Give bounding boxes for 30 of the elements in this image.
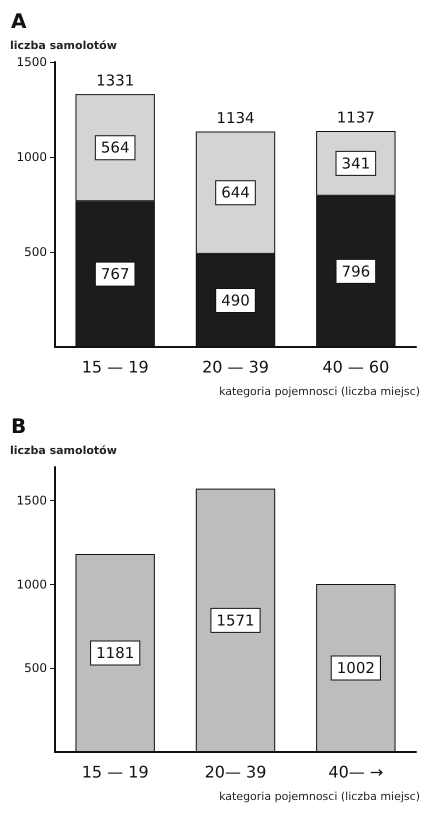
total-label: 1134 <box>216 109 255 128</box>
data-label: 767 <box>100 265 130 284</box>
y-tick-label: 1000 <box>16 577 47 592</box>
x-tick-label: 40— → <box>328 762 384 782</box>
x-tick-label: 20 — 39 <box>202 358 269 376</box>
x-tick-label: 20— 39 <box>204 762 266 782</box>
data-label: 1002 <box>336 659 375 678</box>
chart-title: A <box>11 9 27 33</box>
total-label: 1137 <box>336 108 375 126</box>
y-tick-label: 500 <box>24 661 47 676</box>
y-tick-label: 1000 <box>16 150 47 164</box>
y-tick-label: 1500 <box>16 494 47 508</box>
x-tick-label: 15 — 19 <box>82 762 149 782</box>
data-label: 490 <box>221 291 250 310</box>
data-label: 1181 <box>96 644 134 662</box>
total-label: 1331 <box>96 72 134 90</box>
y-axis-title: liczba samolotów <box>10 39 117 52</box>
x-axis-title: kategoria pojemnosci (liczba miejsc) <box>219 385 420 398</box>
data-label: 1571 <box>216 611 255 630</box>
y-axis-title: liczba samolotów <box>10 444 117 457</box>
chart-title: B <box>11 414 26 438</box>
x-tick-label: 15 — 19 <box>82 358 149 376</box>
data-label: 796 <box>342 262 370 280</box>
data-label: 564 <box>100 138 130 157</box>
data-label: 341 <box>342 154 370 172</box>
x-tick-label: 40 — 60 <box>322 358 390 376</box>
y-tick-label: 500 <box>24 245 47 259</box>
data-label: 644 <box>221 184 250 202</box>
y-tick-label: 1500 <box>16 55 47 69</box>
x-axis-title: kategoria pojemnosci (liczba miejsc) <box>219 790 420 803</box>
